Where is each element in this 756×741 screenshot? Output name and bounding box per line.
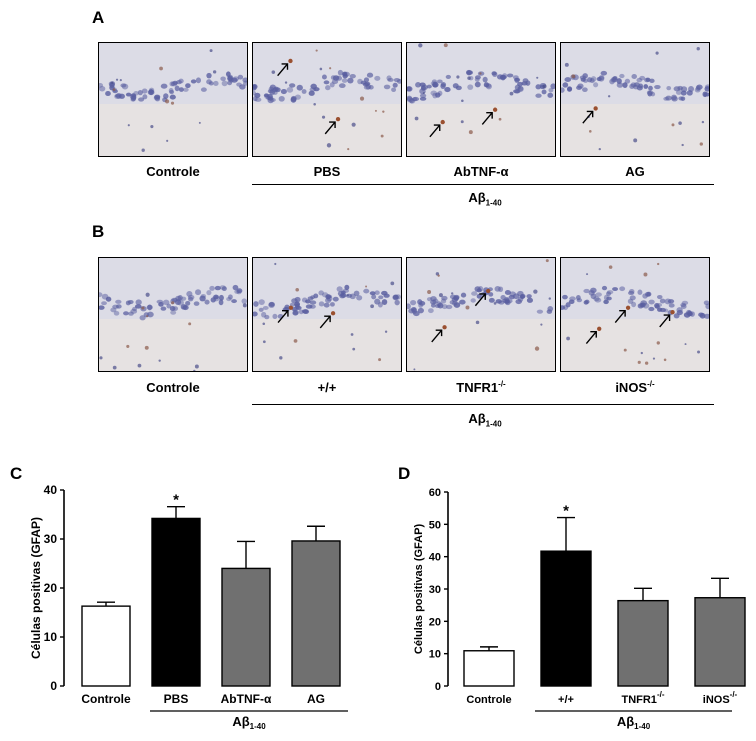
panel-b-label-2: +/+ [317,380,337,395]
category-label: iNOS-/- [703,690,738,706]
group-label: Aβ1-40 [617,714,651,731]
category-label: AbTNF-α [221,692,272,706]
category-label: PBS [164,692,189,706]
arrow-icon [319,311,336,329]
panel-b-micrograph-4 [560,257,710,372]
panel-b-micrograph-2 [252,257,402,372]
significance-star: * [563,503,569,520]
bar-4 [694,597,746,687]
arrow-icon [481,107,498,125]
panel-a-label-2: PBS [313,164,341,179]
bar-4 [291,540,341,687]
y-tick-label: 20 [429,616,441,628]
panel-b-label-3: TNFR1-/- [456,379,506,395]
category-label: TNFR1-/- [621,690,664,706]
y-tick-label: 40 [44,483,58,497]
bar-3 [617,599,669,687]
panel-b-label-4: iNOS-/- [615,379,655,395]
arrow-icon [585,326,602,344]
chart-panel-letter: C [10,464,22,483]
panel-a-micrograph-3 [406,42,556,157]
arrow-icon [582,106,598,124]
panel-b-group-line [252,404,714,405]
panel-a-micrograph-1 [98,42,248,157]
y-axis-label: Células positivas (GFAP) [413,524,425,655]
arrow-icon [474,288,491,307]
panel-a-group-label: Aβ1-40 [468,190,502,208]
bar-1 [463,650,515,687]
arrow-icon [277,305,294,323]
y-tick-label: 10 [44,630,58,644]
panel-b-label-1: Controle [146,380,200,395]
chart-panel-letter: D [398,464,410,483]
y-axis-label: Células positivas (GFAP) [29,517,43,659]
bar-3 [221,567,271,687]
arrow-icon [429,119,445,138]
y-tick-label: 0 [50,679,57,693]
arrow-icon [659,310,675,328]
y-tick-label: 40 [429,552,441,564]
y-tick-label: 20 [44,581,58,595]
bar-2 [540,550,592,687]
panel-a-label-4: AG [625,164,645,179]
y-tick-label: 0 [435,681,441,693]
panel-a-group-line [252,184,714,185]
panel-a-letter: A [92,8,105,27]
panel-b-micrograph-3 [406,257,556,372]
arrow-icon [431,325,447,343]
category-label: AG [307,692,325,706]
bar-2 [151,517,201,687]
panel-b-group-label: Aβ1-40 [468,411,502,429]
category-label: +/+ [558,694,574,706]
y-tick-label: 50 [429,519,441,531]
arrow-icon [614,305,631,323]
y-tick-label: 30 [429,584,441,596]
arrow-icon [277,58,293,77]
panel-a-micrograph-4 [560,42,710,157]
chart-c: C 0 10 20 30 40 Células positivas (GFAP) Contro… [10,464,348,731]
y-tick-label: 10 [429,649,441,661]
category-label: Controle [81,692,131,706]
arrow-icon [324,116,341,135]
chart-d: D 0 10 20 30 40 50 60 Células positivas (GFAP) Co… [398,464,746,731]
group-label: Aβ1-40 [232,714,266,731]
y-tick-label: 30 [44,532,58,546]
panel-b-micrograph-1 [98,257,248,372]
panel-a-label-3: AbTNF-α [453,164,509,179]
panel-b-letter: B [92,222,105,241]
panel-a-label-1: Controle [146,164,200,179]
y-tick-label: 60 [429,487,441,499]
panel-a-micrograph-2 [252,42,402,157]
significance-star: * [173,492,179,509]
category-label: Controle [466,694,511,706]
bar-1 [81,605,131,687]
